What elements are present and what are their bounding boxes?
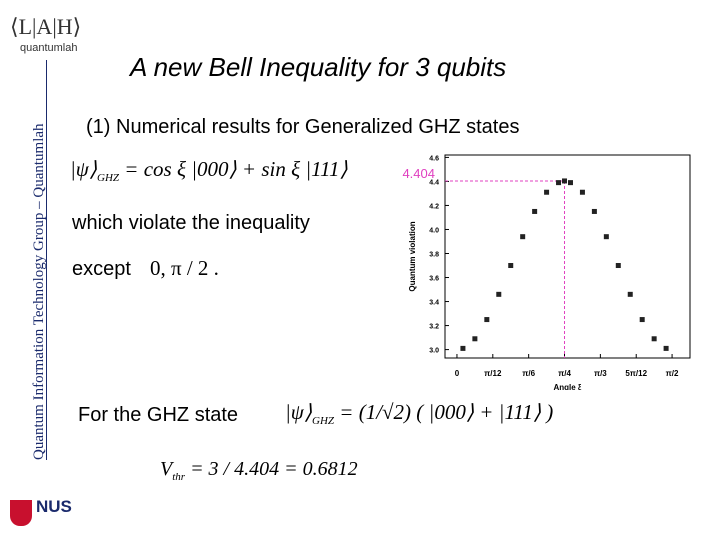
nus-crest: [10, 500, 32, 526]
violate-text: which violate the inequality: [72, 212, 310, 234]
point: [615, 263, 621, 269]
point: [651, 336, 657, 342]
y-tick-label: 3.8: [429, 251, 439, 258]
point: [544, 189, 550, 195]
subscript: thr: [172, 471, 186, 483]
x-tick-label: π/6: [522, 369, 535, 378]
subscript: GHZ: [97, 172, 120, 185]
point: [484, 317, 490, 323]
point: [639, 317, 645, 323]
x-tick-label: π/3: [594, 369, 607, 378]
variable: V: [160, 458, 173, 480]
except-text: except: [72, 258, 131, 280]
section: (1) Numerical results for Generalized GH…: [86, 116, 520, 138]
formula-3: Vthr = 3 / 4.404 = 0.6812: [160, 458, 358, 483]
point: [663, 345, 669, 351]
y-tick-label: 3.2: [429, 324, 439, 331]
point: [556, 180, 562, 186]
y-tick-label: 4.4: [429, 179, 439, 186]
formula-rest: = (1/√2) ( |000⟩ + |111⟩ ): [339, 400, 554, 424]
formula-rest: = 3 / 4.404 = 0.6812: [190, 458, 358, 480]
y-tick-label: 4.0: [429, 227, 439, 234]
subscript: GHZ: [312, 415, 335, 428]
y-tick-label: 4.6: [429, 155, 439, 162]
ghz-text: For the GHZ state: [78, 404, 239, 426]
x-tick-label: 5π/12: [625, 369, 647, 378]
point: [627, 291, 633, 297]
point: [508, 263, 514, 269]
point: [562, 178, 568, 184]
point: [520, 234, 526, 240]
point: [460, 345, 466, 351]
divider: [46, 60, 47, 460]
except-values: 0, π / 2 .: [150, 256, 219, 280]
formula-2: |ψ⟩GHZ = (1/√2) ( |000⟩ + |111⟩ ): [285, 400, 553, 427]
ket: |ψ⟩: [70, 157, 98, 181]
y-tick-label: 3.4: [429, 300, 439, 307]
x-tick-label: 0: [455, 369, 460, 378]
ket: |ψ⟩: [285, 400, 313, 424]
logo-caption: quantumlah: [20, 42, 78, 54]
point: [472, 336, 478, 342]
x-axis-label: Angle ξ: [553, 383, 581, 390]
title: A new Bell Inequality for 3 qubits: [130, 52, 507, 82]
y-axis-label: Quantum violation: [408, 221, 417, 291]
point: [567, 180, 573, 186]
annotation-label: 4.404: [402, 166, 435, 181]
formula-1: |ψ⟩GHZ = cos ξ |000⟩ + sin ξ |111⟩: [70, 157, 348, 184]
y-tick-label: 3.0: [429, 348, 439, 355]
nus-logo: NUS: [36, 497, 72, 516]
point: [603, 234, 609, 240]
point: [496, 291, 502, 297]
x-tick-label: π/4: [558, 369, 571, 378]
point: [532, 208, 538, 214]
y-tick-label: 3.6: [429, 276, 439, 283]
y-tick-label: 4.2: [429, 203, 439, 210]
logo: ⟨L|A|H⟩: [10, 14, 82, 39]
formula-rest: = cos ξ |000⟩ + sin ξ |111⟩: [124, 157, 348, 181]
chart: 3.0 3.2 3.4 3.6 3.8 4.0 4.2 4.4 4.6 0 π/12 π/6 π/4 π/…: [402, 154, 691, 390]
point: [591, 208, 597, 214]
x-tick-label: π/2: [666, 369, 679, 378]
x-tick-label: π/12: [484, 369, 502, 378]
point: [579, 189, 585, 195]
plot-frame: [444, 154, 691, 359]
